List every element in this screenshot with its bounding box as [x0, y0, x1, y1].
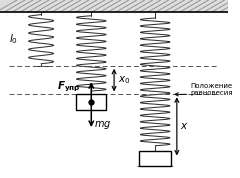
Text: $x$: $x$ — [180, 121, 189, 131]
Bar — [0, 0, 228, 12]
Bar — [77, 94, 106, 110]
Bar — [139, 151, 171, 166]
Text: $x_0$: $x_0$ — [118, 74, 130, 86]
Text: равновесия: равновесия — [191, 90, 233, 96]
Text: $l_0$: $l_0$ — [9, 32, 18, 46]
Text: $\boldsymbol{F}_{\mathbf{у}\mathbf{п}\mathbf{р}}$: $\boldsymbol{F}_{\mathbf{у}\mathbf{п}\ma… — [57, 79, 81, 93]
Text: Положение: Положение — [191, 83, 233, 89]
Text: $mg$: $mg$ — [94, 119, 111, 131]
